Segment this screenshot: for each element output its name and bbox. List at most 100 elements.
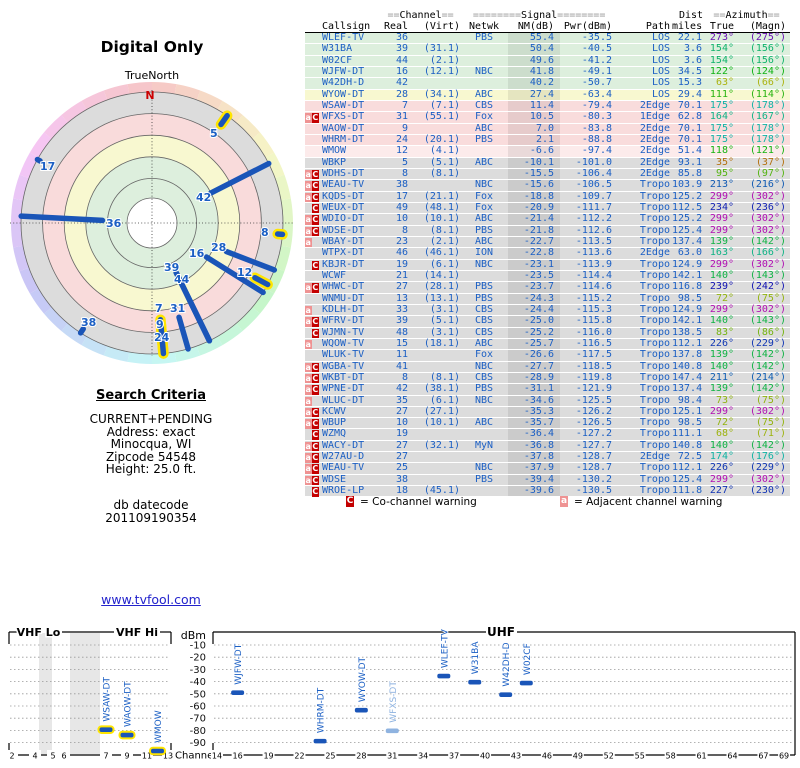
- cell-pwr: -35.5: [581, 32, 612, 43]
- cell-miles: 124.9: [672, 258, 703, 270]
- table-row: W31BA 39 (31.1) 50.4 -40.5 LOS 3.6 154° (156°): [305, 43, 790, 56]
- cell-netwk: CBS: [474, 371, 494, 383]
- co-channel-warning-badge: C: [312, 362, 319, 373]
- co-channel-warning-badge: C: [312, 113, 319, 123]
- cell-virt: (38.1): [423, 383, 460, 395]
- cell-callsign: WLUK-TV: [322, 349, 365, 361]
- station-marker: [468, 679, 482, 685]
- table-row: a C KCWV 27 (27.1) -35.3 -126.2 Tropo 125.1 299° (…: [305, 405, 790, 419]
- channel-tick-label: 43: [511, 752, 521, 761]
- station-label: WLEF-TV: [440, 628, 450, 668]
- cell-netwk: CBS: [474, 315, 494, 327]
- cell-true-azimuth: 299°: [709, 258, 734, 270]
- cell-nm: -20.9: [508, 202, 560, 214]
- co-channel-warning-badge: C: [312, 181, 319, 191]
- cell-true-azimuth: 118°: [709, 145, 734, 157]
- cell-nm: 49.6: [508, 55, 560, 66]
- cell-magn-azimuth: (143°): [749, 315, 786, 327]
- station-label: WYOW-DT: [358, 656, 368, 702]
- cell-path: Tropo: [639, 213, 670, 225]
- cell-netwk: [460, 429, 508, 439]
- tick-label-bg: [540, 750, 553, 760]
- cell-real: 46: [395, 247, 408, 259]
- cell-real: 38: [395, 473, 408, 485]
- cell-real: 28: [395, 88, 408, 100]
- station-marker: [499, 692, 513, 697]
- cell-pwr: -115.3: [575, 303, 612, 315]
- adjacent-warning-badge: a: [305, 226, 312, 237]
- north-letter: N: [145, 89, 154, 102]
- azimuth-hue-ring-segment: [127, 352, 152, 364]
- cell-nm: 10.5: [508, 111, 560, 123]
- channel-tick-label: 4: [32, 752, 37, 761]
- adjacent-warning-badge: a: [305, 419, 312, 429]
- cell-netwk: ABC: [474, 213, 494, 225]
- cell-virt: [408, 475, 460, 485]
- cell-true-azimuth: 122°: [709, 65, 734, 77]
- cell-true-azimuth: 175°: [709, 122, 734, 134]
- cell-magn-azimuth: (229°): [749, 337, 786, 349]
- table-row: a C WHWC-DT 27 (28.1) PBS -23.7 -114.6 Tropo 116.…: [305, 281, 790, 294]
- cell-real: 42: [395, 77, 408, 89]
- cell-pwr: -109.7: [575, 190, 612, 202]
- cell-miles: 111.8: [672, 485, 703, 497]
- cell-true-azimuth: 73°: [715, 394, 734, 406]
- cell-virt: [408, 350, 460, 360]
- tick-label-bg: [448, 750, 461, 760]
- cell-magn-azimuth: (142°): [749, 439, 786, 451]
- cell-real: 49: [395, 201, 408, 213]
- cell-real: 17: [395, 190, 408, 202]
- cell-virt: [408, 463, 460, 473]
- channel-tick-label: 67: [758, 752, 768, 761]
- table-row: a C WBUP 10 (10.1) ABC -35.7 -126.5 Tropo 98.5 72°…: [305, 417, 790, 430]
- cell-path: LOS: [651, 77, 670, 89]
- cell-real: 27: [395, 281, 408, 293]
- cell-virt: (27.1): [423, 405, 460, 417]
- cell-netwk: CBS: [474, 303, 494, 315]
- cell-true-azimuth: 299°: [709, 405, 734, 417]
- channel-tick-label: 69: [779, 752, 789, 761]
- table-row: C WZMQ 19 -36.4 -127.2 Tropo 111.1 68° (71°): [305, 429, 790, 441]
- radar-channel-label: 44: [174, 273, 190, 286]
- cell-real: 39: [395, 43, 408, 55]
- azimuth-hue-ring-segment: [81, 90, 108, 110]
- cell-magn-azimuth: (229°): [749, 462, 786, 474]
- cell-callsign: WYOW-DT: [322, 88, 365, 100]
- cell-netwk: CBS: [474, 99, 494, 111]
- cell-true-azimuth: 140°: [709, 360, 734, 372]
- tick-label-bg: [386, 750, 399, 760]
- radar-channel-label: 5: [210, 127, 218, 140]
- cell-true-azimuth: 72°: [715, 417, 734, 429]
- cell-virt: (3.1): [429, 326, 460, 338]
- radar-station-bar: [77, 326, 86, 336]
- radar-channel-label: 9: [156, 318, 164, 331]
- azimuth-hue-ring-segment: [43, 307, 68, 332]
- radar-station-bar: [34, 156, 43, 164]
- cell-callsign: WBKP: [322, 156, 347, 168]
- channel-tick-label: 14: [212, 752, 222, 761]
- cell-path: Tropo: [639, 349, 670, 361]
- cell-pwr: -101.0: [575, 156, 612, 168]
- table-row: C WROE-LP 18 (45.1) -39.6 -130.5 Tropo 111.8 227…: [305, 485, 790, 498]
- cell-virt: (2.1): [429, 54, 460, 66]
- cell-magn-azimuth: (236°): [749, 201, 786, 213]
- cell-netwk: ABC: [474, 156, 494, 168]
- channel-tick-label: 6: [61, 752, 66, 761]
- cell-virt: (48.1): [423, 201, 460, 213]
- col-path: Path: [645, 21, 670, 32]
- cell-nm: -31.1: [508, 383, 560, 395]
- dbm-tick-label: -80: [190, 726, 206, 737]
- cell-real: 27: [395, 439, 408, 451]
- cell-netwk: ABC: [474, 337, 494, 349]
- cell-virt: [408, 429, 460, 439]
- station-marker: [231, 690, 245, 696]
- tvfool-link[interactable]: www.tvfool.com: [101, 592, 201, 607]
- cell-pwr: -106.5: [575, 179, 612, 191]
- col-callsign: Callsign: [322, 21, 371, 32]
- cell-netwk: PBS: [474, 224, 494, 236]
- cell-magn-azimuth: (242°): [749, 281, 786, 293]
- co-channel-warning-badge: C: [312, 464, 319, 474]
- adjacent-warning-badge: a: [305, 396, 312, 406]
